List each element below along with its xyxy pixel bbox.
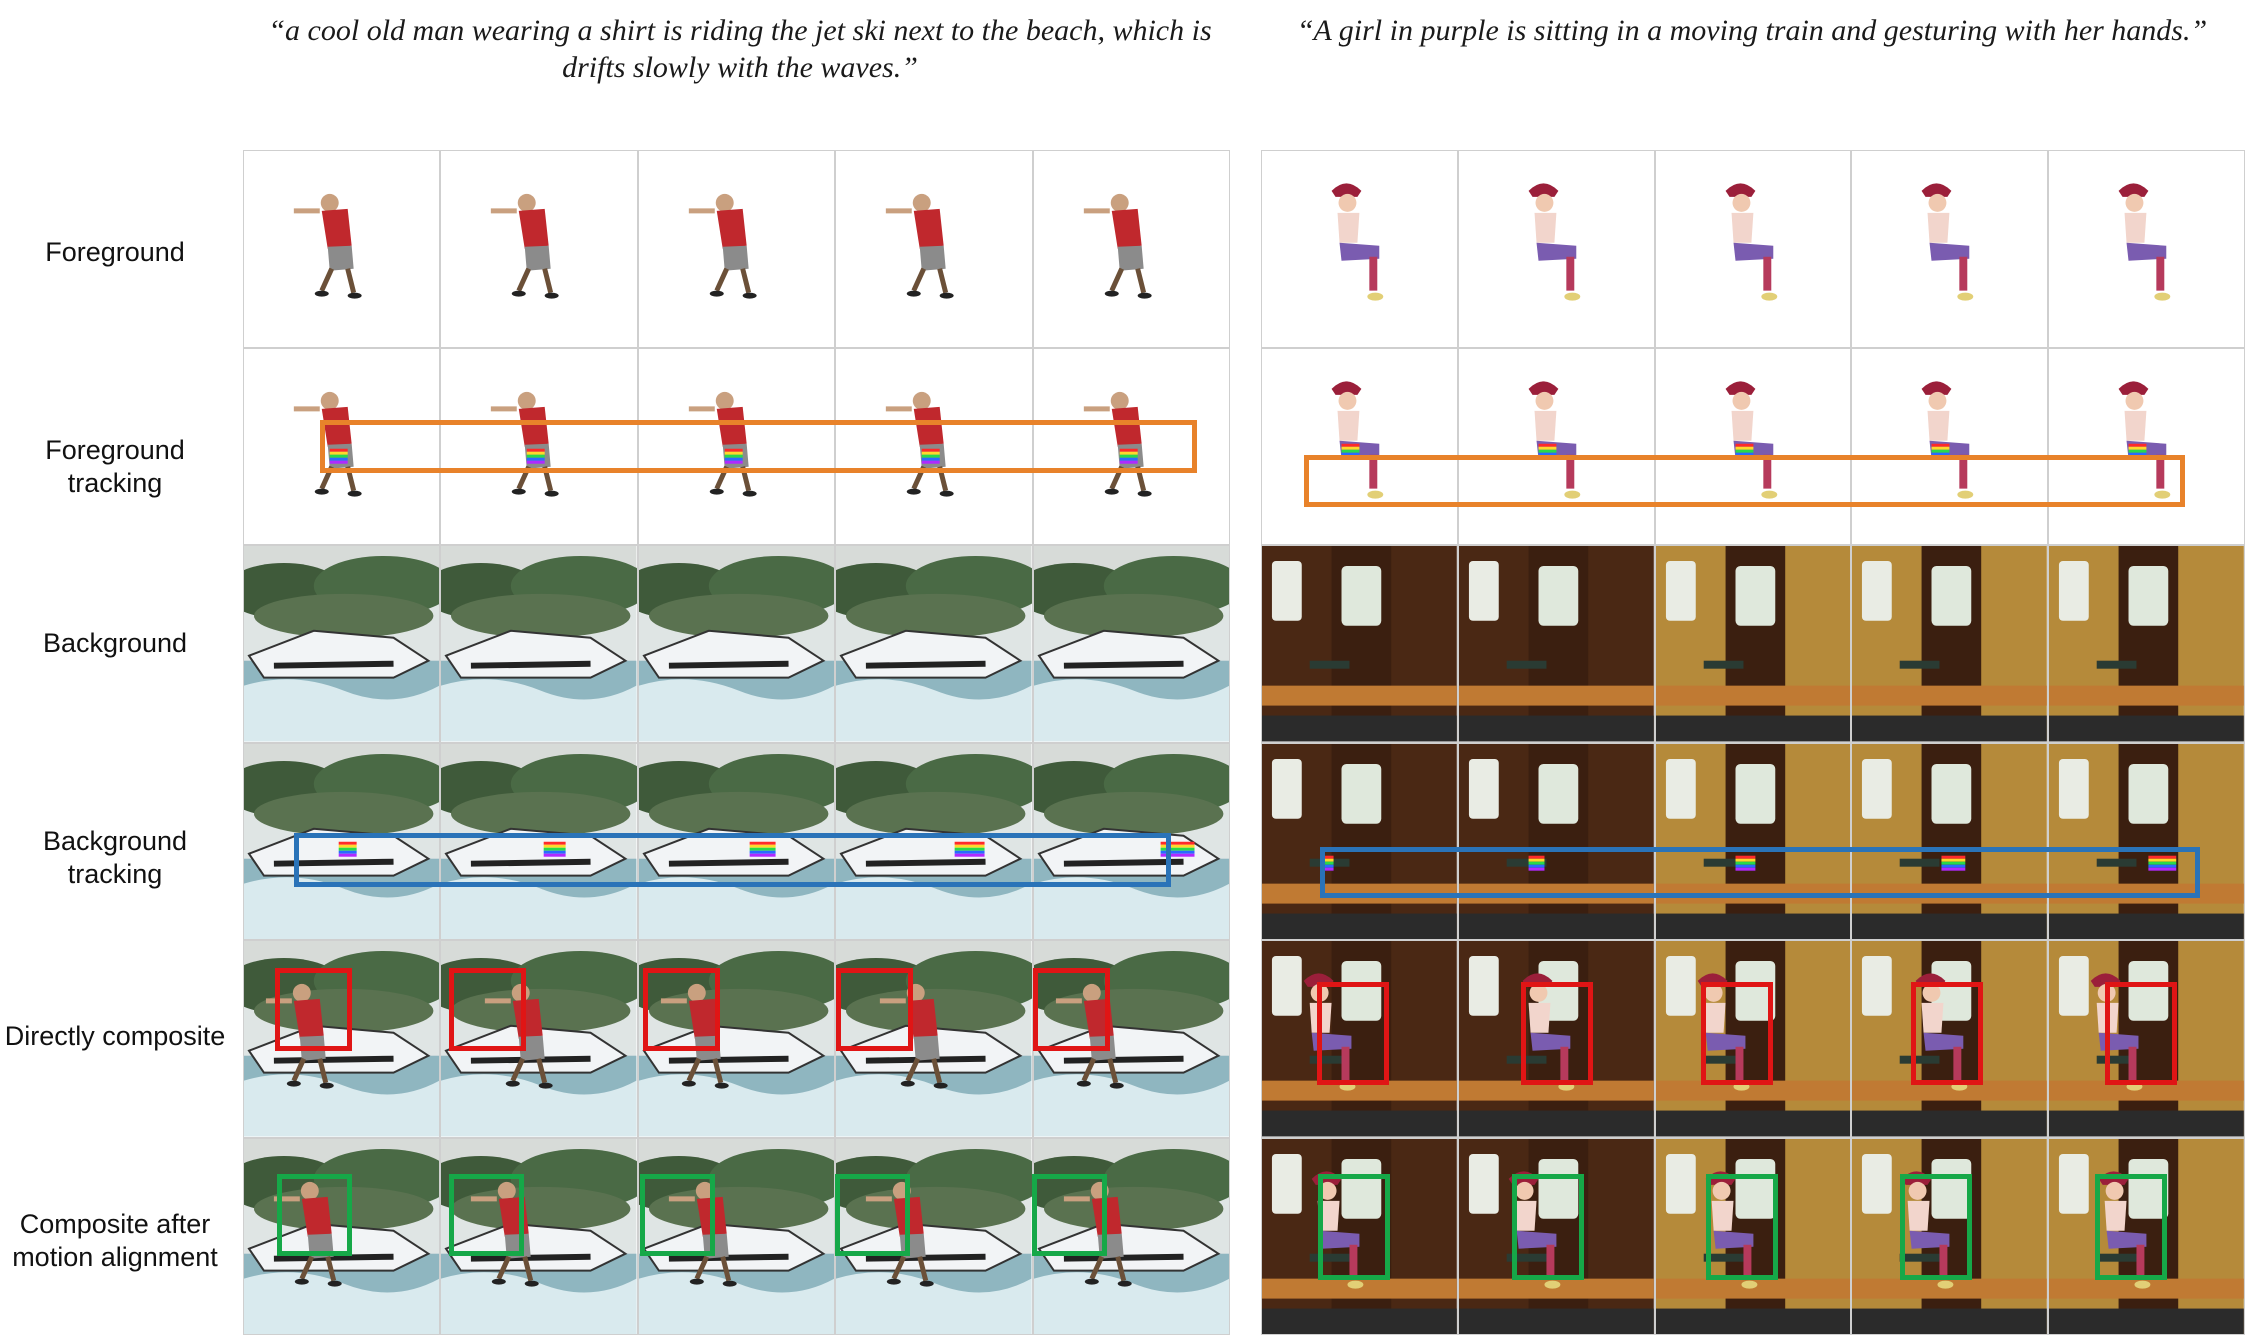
background-tracking-box-left — [294, 833, 1171, 887]
aligned-composite-box-right-2 — [1512, 1174, 1584, 1280]
aligned-composite-box-left-2 — [449, 1174, 524, 1256]
right-background-frame-2 — [1457, 545, 1655, 743]
right-foreground-frame-3 — [1654, 150, 1852, 348]
right-background-tracking-frame-5 — [2048, 742, 2245, 940]
left-foreground-tracking-frame-3 — [637, 347, 836, 545]
left-background-tracking-frame-5 — [1032, 742, 1230, 940]
right-directly-composite-frame-3 — [1654, 940, 1852, 1138]
row-label-composite-aligned: Composite after motion alignment — [12, 1209, 218, 1272]
right-foreground-tracking-frame-2 — [1457, 347, 1655, 545]
right-foreground-tracking-frame-5 — [2048, 347, 2245, 545]
left-foreground-frame-5 — [1032, 150, 1230, 348]
right-foreground-frame-2 — [1457, 150, 1655, 348]
direct-composite-box-left-3 — [643, 968, 720, 1051]
right-background-frame-1 — [1261, 545, 1458, 743]
foreground-tracking-box-right — [1304, 455, 2185, 507]
background-tracking-box-right — [1320, 847, 2200, 898]
right-background-frame-5 — [2048, 545, 2245, 743]
direct-composite-box-right-4 — [1911, 982, 1983, 1085]
aligned-composite-box-right-3 — [1706, 1174, 1778, 1280]
left-background-tracking-frame-4 — [835, 742, 1033, 940]
right-background-tracking-frame-4 — [1851, 742, 2049, 940]
direct-composite-box-right-3 — [1701, 982, 1773, 1085]
left-background-frame-3 — [637, 545, 836, 743]
row-label-background: Background — [42, 628, 188, 658]
left-foreground-frame-3 — [637, 150, 836, 348]
caption-right: “A girl in purple is sitting in a moving… — [1296, 14, 2208, 47]
right-background-tracking-frame-1 — [1261, 742, 1458, 940]
right-composite-aligned-frame-5 — [2048, 1137, 2245, 1335]
left-composite-aligned-frame-2 — [440, 1137, 638, 1335]
left-foreground-tracking-frame-2 — [440, 347, 638, 545]
left-foreground-frame-4 — [835, 150, 1033, 348]
right-background-tracking-frame-2 — [1457, 742, 1655, 940]
direct-composite-box-left-2 — [449, 968, 526, 1051]
left-background-frame-1 — [243, 545, 441, 743]
right-foreground-tracking-frame-4 — [1851, 347, 2049, 545]
left-composite-aligned-frame-1 — [243, 1137, 441, 1335]
right-composite-aligned-frame-2 — [1457, 1137, 1655, 1335]
caption-left: “a cool old man wearing a shirt is ridin… — [268, 14, 1212, 84]
left-background-tracking-frame-1 — [243, 742, 441, 940]
right-background-frame-3 — [1654, 545, 1852, 743]
row-label-foreground: Foreground — [45, 237, 185, 267]
direct-composite-box-left-4 — [836, 968, 913, 1051]
left-background-frame-4 — [835, 545, 1033, 743]
aligned-composite-box-left-4 — [835, 1174, 910, 1256]
right-foreground-frame-5 — [2048, 150, 2245, 348]
right-composite-aligned-frame-1 — [1261, 1137, 1458, 1335]
right-background-frame-4 — [1851, 545, 2049, 743]
right-directly-composite-frame-5 — [2048, 940, 2245, 1138]
aligned-composite-box-left-5 — [1032, 1174, 1107, 1256]
direct-composite-box-right-1 — [1317, 982, 1389, 1085]
direct-composite-box-left-5 — [1033, 968, 1110, 1051]
train-frame-grid — [1261, 150, 2245, 1335]
right-directly-composite-frame-2 — [1457, 940, 1655, 1138]
aligned-composite-box-left-3 — [640, 1174, 715, 1256]
left-background-tracking-frame-3 — [637, 742, 836, 940]
row-label-directly-composite: Directly composite — [4, 1021, 226, 1051]
left-foreground-frame-2 — [440, 150, 638, 348]
right-directly-composite-frame-4 — [1851, 940, 2049, 1138]
right-background-tracking-frame-3 — [1654, 742, 1852, 940]
direct-composite-box-right-2 — [1521, 982, 1593, 1085]
left-composite-aligned-frame-5 — [1032, 1137, 1230, 1335]
row-label-foreground-tracking: Foreground tracking — [45, 435, 185, 498]
direct-composite-box-left-1 — [275, 968, 352, 1051]
left-background-frame-5 — [1032, 545, 1230, 743]
left-background-frame-2 — [440, 545, 638, 743]
aligned-composite-box-right-1 — [1318, 1174, 1390, 1280]
right-foreground-tracking-frame-3 — [1654, 347, 1852, 545]
row-label-background-tracking: Background tracking — [42, 826, 188, 889]
right-directly-composite-frame-1 — [1261, 940, 1458, 1138]
left-directly-composite-frame-3 — [637, 940, 836, 1138]
right-foreground-tracking-frame-1 — [1261, 347, 1458, 545]
direct-composite-box-right-5 — [2105, 982, 2177, 1085]
left-composite-aligned-frame-3 — [637, 1137, 836, 1335]
aligned-composite-box-right-4 — [1900, 1174, 1972, 1280]
foreground-tracking-box-left — [320, 420, 1197, 473]
right-foreground-frame-4 — [1851, 150, 2049, 348]
aligned-composite-box-right-5 — [2095, 1174, 2167, 1280]
left-background-tracking-frame-2 — [440, 742, 638, 940]
right-foreground-frame-1 — [1261, 150, 1458, 348]
right-composite-aligned-frame-3 — [1654, 1137, 1852, 1335]
left-composite-aligned-frame-4 — [835, 1137, 1033, 1335]
jetski-frame-grid — [243, 150, 1230, 1335]
left-foreground-tracking-frame-1 — [243, 347, 441, 545]
aligned-composite-box-left-1 — [277, 1174, 352, 1256]
left-foreground-frame-1 — [243, 150, 441, 348]
